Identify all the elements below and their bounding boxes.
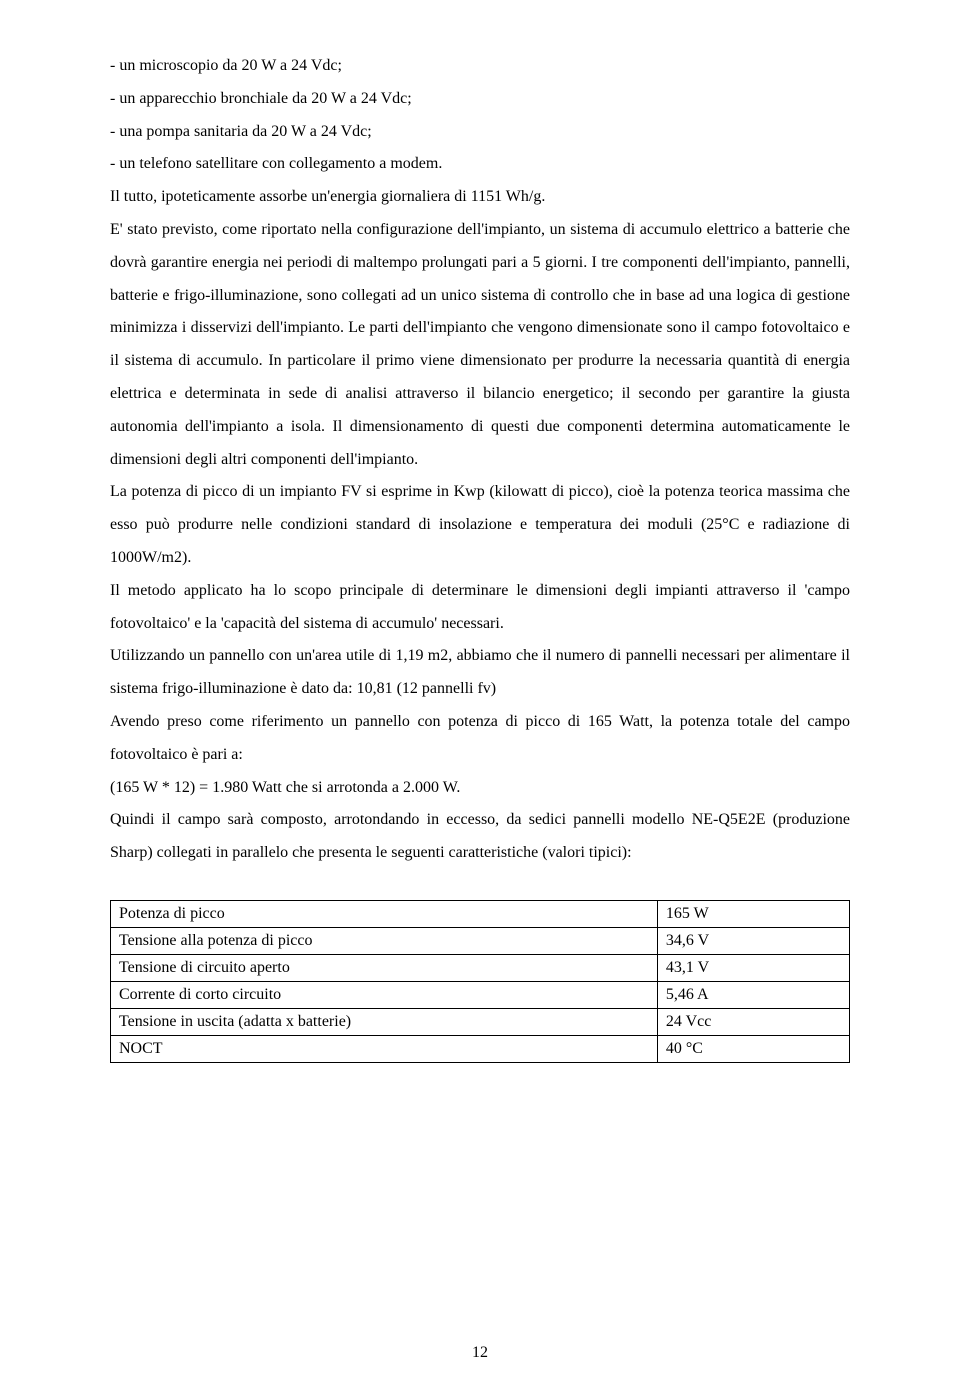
table-cell-label: NOCT: [111, 1035, 658, 1062]
table-cell-label: Tensione in uscita (adatta x batterie): [111, 1008, 658, 1035]
paragraph: - una pompa sanitaria da 20 W a 24 Vdc;: [110, 116, 850, 149]
specs-table: Potenza di picco 165 W Tensione alla pot…: [110, 900, 850, 1063]
paragraph: - un microscopio da 20 W a 24 Vdc;: [110, 50, 850, 83]
table-cell-value: 40 °C: [657, 1035, 849, 1062]
table-cell-value: 43,1 V: [657, 954, 849, 981]
paragraph: Avendo preso come riferimento un pannell…: [110, 706, 850, 772]
table-cell-label: Potenza di picco: [111, 900, 658, 927]
table-row: Tensione in uscita (adatta x batterie) 2…: [111, 1008, 850, 1035]
paragraph: E' stato previsto, come riportato nella …: [110, 214, 850, 476]
table-row: Potenza di picco 165 W: [111, 900, 850, 927]
table-cell-value: 34,6 V: [657, 927, 849, 954]
table-cell-label: Corrente di corto circuito: [111, 981, 658, 1008]
paragraph: (165 W * 12) = 1.980 Watt che si arroton…: [110, 772, 850, 805]
table-cell-value: 24 Vcc: [657, 1008, 849, 1035]
paragraph: Quindi il campo sarà composto, arrotonda…: [110, 804, 850, 870]
paragraph: Il tutto, ipoteticamente assorbe un'ener…: [110, 181, 850, 214]
paragraph: Il metodo applicato ha lo scopo principa…: [110, 575, 850, 641]
paragraph: - un telefono satellitare con collegamen…: [110, 148, 850, 181]
table-cell-label: Tensione di circuito aperto: [111, 954, 658, 981]
table-cell-value: 5,46 A: [657, 981, 849, 1008]
table-row: Tensione di circuito aperto 43,1 V: [111, 954, 850, 981]
paragraph: La potenza di picco di un impianto FV si…: [110, 476, 850, 574]
paragraph: - un apparecchio bronchiale da 20 W a 24…: [110, 83, 850, 116]
paragraph: Utilizzando un pannello con un'area util…: [110, 640, 850, 706]
document-page: - un microscopio da 20 W a 24 Vdc; - un …: [0, 0, 960, 1392]
body-text-block: - un microscopio da 20 W a 24 Vdc; - un …: [110, 50, 850, 870]
table-cell-value: 165 W: [657, 900, 849, 927]
table-row: NOCT 40 °C: [111, 1035, 850, 1062]
page-number: 12: [0, 1344, 960, 1362]
table-row: Corrente di corto circuito 5,46 A: [111, 981, 850, 1008]
table-cell-label: Tensione alla potenza di picco: [111, 927, 658, 954]
table-row: Tensione alla potenza di picco 34,6 V: [111, 927, 850, 954]
